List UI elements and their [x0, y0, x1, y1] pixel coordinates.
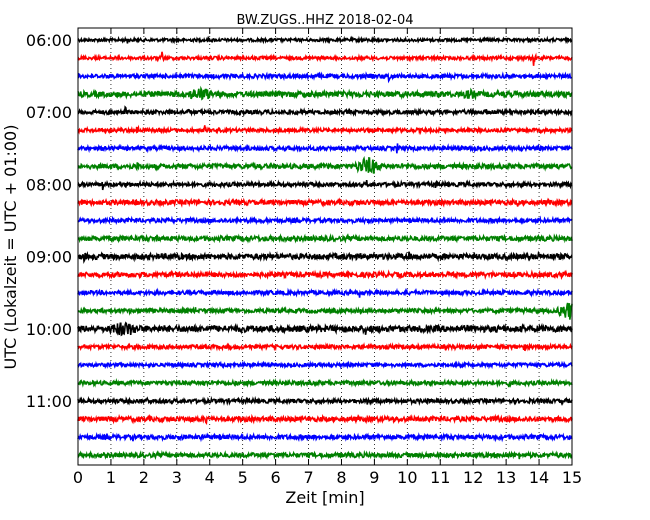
x-tick-label: 2	[139, 468, 149, 487]
x-tick-label: 11	[430, 468, 450, 487]
trace-line	[77, 302, 573, 320]
trace-line	[77, 377, 573, 388]
y-axis-label: UTC (Lokalzeit = UTC + 01:00)	[1, 125, 20, 370]
x-tick-label: 4	[205, 468, 215, 487]
x-tick-label: 8	[336, 468, 346, 487]
trace-line	[77, 71, 573, 84]
y-tick-label: 10:00	[26, 320, 72, 339]
x-tick-label: 14	[529, 468, 549, 487]
y-tick-label: 07:00	[26, 103, 72, 122]
trace-line	[77, 124, 573, 136]
x-tick-label: 10	[397, 468, 417, 487]
x-tick-label: 5	[238, 468, 248, 487]
trace-line	[77, 269, 573, 281]
trace-line	[77, 360, 573, 370]
trace-line	[77, 197, 573, 208]
x-tick-label: 1	[106, 468, 116, 487]
grid-lines	[110, 28, 540, 465]
trace-line	[77, 105, 573, 118]
trace-line	[77, 287, 573, 298]
trace-line	[77, 233, 573, 244]
trace-line	[77, 413, 573, 426]
trace-line	[77, 143, 573, 154]
trace-line	[77, 321, 573, 337]
axis-ticks: 0 1 2 3 4 5 6 7 8 9 10 11 12 13 14 1506:0007:0008:0009:…	[26, 28, 582, 487]
x-tick-label: 7	[303, 468, 313, 487]
trace-line	[77, 395, 573, 407]
x-tick-label: 15	[562, 468, 582, 487]
trace-line	[77, 449, 573, 461]
trace-line	[77, 85, 573, 101]
chart-title: BW.ZUGS..HHZ 2018-02-04	[236, 13, 413, 28]
trace-line	[77, 51, 573, 66]
trace-line	[77, 342, 573, 352]
x-tick-label: 6	[271, 468, 281, 487]
x-tick-label: 12	[463, 468, 483, 487]
trace-line	[77, 155, 573, 174]
x-axis-label: Zeit [min]	[285, 488, 364, 507]
x-tick-label: 0	[73, 468, 83, 487]
trace-line	[77, 431, 573, 443]
x-tick-label: 13	[496, 468, 516, 487]
y-tick-label: 11:00	[26, 392, 72, 411]
trace-line	[77, 250, 573, 265]
x-tick-label: 3	[172, 468, 182, 487]
trace-line	[77, 179, 573, 191]
x-tick-label: 9	[369, 468, 379, 487]
trace-line	[77, 215, 573, 226]
y-tick-label: 09:00	[26, 248, 72, 267]
plot-frame	[77, 27, 573, 466]
y-tick-label: 06:00	[26, 31, 72, 50]
y-tick-label: 08:00	[26, 175, 72, 194]
trace-line	[77, 35, 573, 45]
seismogram-traces	[77, 35, 573, 461]
